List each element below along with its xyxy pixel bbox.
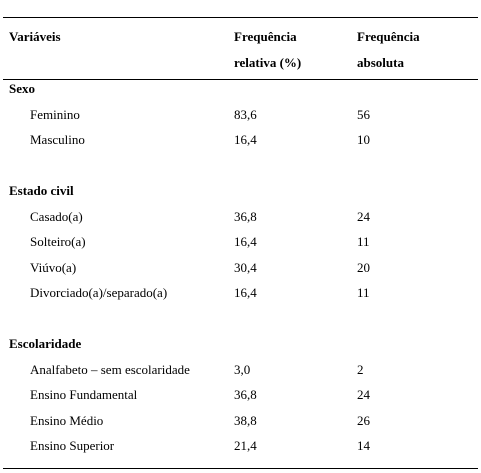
cell: 26 (357, 412, 370, 428)
cell: 10 (357, 132, 370, 147)
cell: 36,8 (234, 208, 257, 224)
row-label: Ensino Médio (30, 412, 104, 428)
cell: 16,4 (234, 132, 257, 147)
cell: 3,0 (234, 361, 251, 377)
row-label: Feminino (30, 106, 80, 122)
row-label: Divorciado(a)/separado(a) (30, 285, 168, 300)
row-label: Ensino Fundamental (30, 387, 138, 402)
cell: 38,8 (234, 412, 257, 428)
header-rule (3, 79, 478, 80)
cell: 16,4 (234, 285, 257, 300)
row-label: Viúvo(a) (30, 259, 77, 275)
cell: 14 (357, 438, 370, 453)
group-title: Estado civil (9, 183, 74, 198)
cell: 36,8 (234, 387, 257, 402)
cell: 83,6 (234, 106, 257, 122)
header-cell: Frequência (234, 29, 297, 44)
cell: 24 (357, 208, 370, 224)
row-label: Masculino (30, 132, 85, 147)
cell: 2 (357, 361, 364, 377)
row-label: Solteiro(a) (30, 234, 86, 249)
header-cell: relativa (%) (234, 54, 302, 70)
cell: 11 (357, 234, 370, 249)
cell: 21,4 (234, 438, 257, 453)
row-label: Casado(a) (30, 208, 83, 224)
cell: 11 (357, 285, 370, 300)
group-title: Escolaridade (9, 336, 82, 351)
cell: 16,4 (234, 234, 257, 249)
cell: 20 (357, 259, 370, 275)
row-label: Analfabeto – sem escolaridade (30, 361, 190, 377)
cell: 56 (357, 106, 370, 122)
cell: 24 (357, 387, 370, 402)
top-rule (3, 17, 478, 18)
row-label: Ensino Superior (30, 438, 115, 453)
group-title: Sexo (9, 81, 35, 96)
header-cell: Variáveis (9, 29, 61, 44)
cell: 30,4 (234, 259, 257, 275)
header-cell: Frequência (357, 29, 420, 44)
header-cell: absoluta (357, 54, 404, 70)
bottom-rule (3, 468, 478, 469)
